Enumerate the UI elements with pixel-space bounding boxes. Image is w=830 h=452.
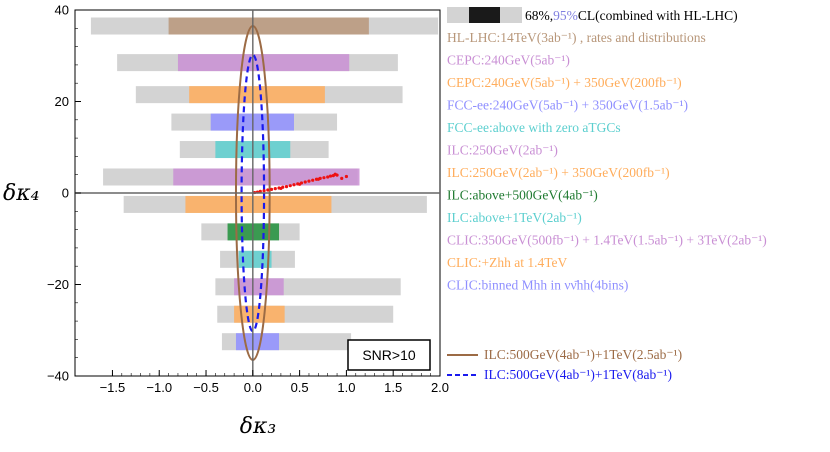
bar-68-6 [185,195,332,213]
bar-group [90,17,439,351]
scatter-point-6 [273,187,277,191]
scatter-point-3 [262,189,266,193]
legend-entry-6: ILC:250GeV(2ab⁻¹) + 350GeV(200fb⁻¹) [447,165,670,180]
scatter-point-29 [333,172,337,176]
scatter-point-11 [292,183,296,187]
scatter-point-16 [311,178,315,182]
bar-68-2 [189,86,325,104]
legend-entry-1: CEPC:240GeV(5ab⁻¹) [447,53,570,68]
legend-entry-10: CLIC:+Zhh at 1.4TeV [447,255,568,270]
scatter-point-19 [322,176,326,180]
legend-ellipse-entry-0: ILC:500GeV(4ab⁻¹)+1TeV(2.5ab⁻¹) [484,347,682,362]
snr-box [347,339,431,371]
snr-annotation: SNR>10 [347,339,431,371]
x-tick-label-4: 0.5 [291,380,309,395]
legend-entry-4: FCC-ee:above with zero aTGCs [447,120,621,135]
bar-68-9 [234,278,284,296]
scatter-point-28 [316,177,320,181]
legend-entry-3: FCC-ee:240GeV(5ab⁻¹) + 350GeV(1.5ab⁻¹) [447,98,688,113]
legend-entry-8: ILC:above+1TeV(2ab⁻¹) [447,210,582,225]
legend-entry-11: CLIC:binned Mhh in νν̄hh(4bins) [447,278,628,293]
legend-key-68-swatch [469,7,500,23]
legend-entry-2: CEPC:240GeV(5ab⁻¹) + 350GeV(200fb⁻¹) [447,75,682,90]
scatter-group [253,172,349,195]
axes-group: −1.5 −1.0 −0.5 0.0 0.5 1.0 1.5 2.0 −40 −20 0 20 40 [47,3,449,396]
legend-entry-7: ILC:above+500GeV(4ab⁻¹) [447,188,598,203]
scatter-point-21 [328,174,333,178]
scatter-point-5 [269,187,274,191]
y-tick-label-1: −20 [47,277,69,292]
x-tick-label-3: 0.0 [244,380,262,395]
x-tick-label-0: −1.5 [100,380,126,395]
legend: HL-LHC:14TeV(3ab⁻¹) , rates and distribu… [447,30,767,382]
scatter-point-25 [344,174,349,179]
x-tick-label-2: −0.5 [193,380,219,395]
legend-entry-5: ILC:250GeV(2ab⁻¹) [447,143,558,158]
scatter-point-24 [340,176,344,180]
scatter-point-9 [284,184,289,189]
y-tick-label-0: −40 [47,369,69,384]
bar-68-0 [168,17,369,35]
scatter-point-15 [307,179,311,183]
y-tick-label-2: 0 [62,186,69,201]
x-axis-label: δκ₃ [240,414,277,439]
legend-key-95-text: 95% [553,8,578,23]
scatter-point-20 [326,175,330,179]
legend-key-tail-text: CL(combined with HL-LHC) [578,8,738,23]
legend-key-label: 68%,95%CL(combined with HL-LHC) [525,8,738,23]
scatter-point-26 [279,186,283,191]
y-axis-label: δκ₄ [3,181,40,206]
y-tick-label-4: 40 [55,3,69,18]
scatter-point-14 [303,180,307,184]
legend-entry-0: HL-LHC:14TeV(3ab⁻¹) , rates and distribu… [447,30,706,45]
x-tick-label-7: 2.0 [431,380,449,395]
legend-entry-9: CLIC:350GeV(500fb⁻¹) + 1.4TeV(1.5ab⁻¹) +… [447,233,767,248]
scatter-point-2 [258,189,262,193]
x-tick-label-5: 1.0 [337,380,355,395]
legend-key-68-text: 68%, [525,8,553,23]
legend-ellipse-entry-1: ILC:500GeV(4ab⁻¹)+1TeV(8ab⁻¹) [484,367,672,382]
bar-68-11 [235,333,280,351]
y-tick-label-3: 20 [55,94,69,109]
scatter-point-4 [266,188,270,192]
scatter-point-27 [298,182,302,186]
x-tick-label-1: −1.0 [146,380,172,395]
legend-key: 68%,95%CL(combined with HL-LHC) [447,7,738,23]
scatter-point-10 [288,184,292,188]
x-tick-label-6: 1.5 [384,380,402,395]
snr-label: SNR>10 [362,347,416,363]
